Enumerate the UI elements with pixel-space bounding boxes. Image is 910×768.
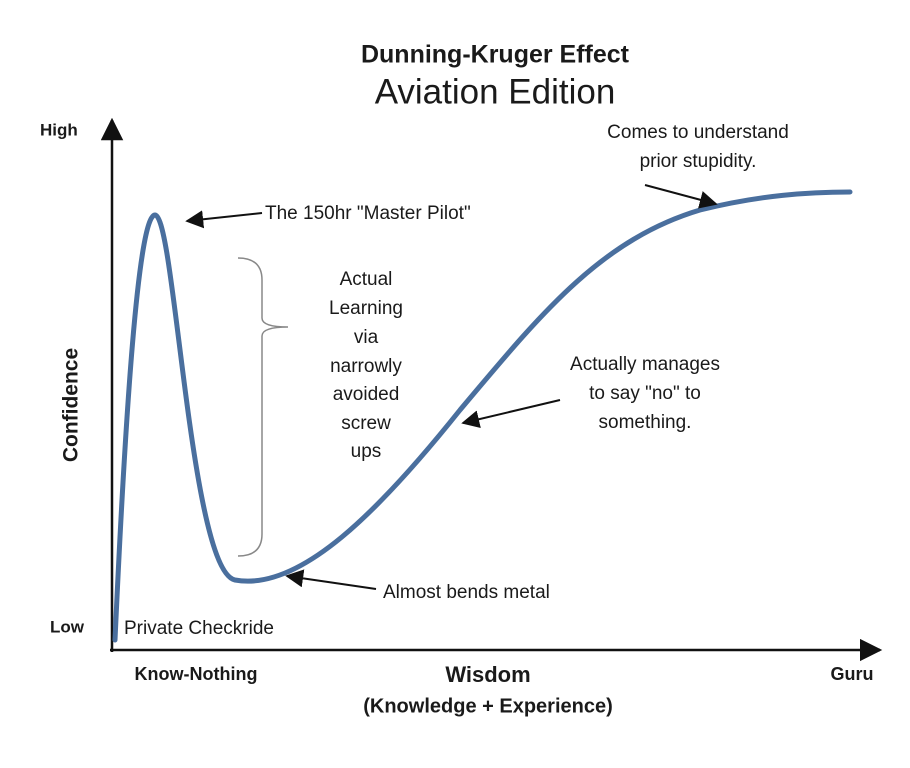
- annotation-line: prior stupidity.: [640, 151, 757, 172]
- title: Dunning-Kruger Effect: [361, 41, 630, 69]
- subtitle: Aviation Edition: [375, 72, 616, 111]
- arrow: [285, 569, 377, 590]
- curve: [112, 189, 853, 643]
- y-label: Confidence: [60, 348, 83, 462]
- annotation-line: to say "no" to: [589, 383, 701, 404]
- arrow: [644, 184, 718, 209]
- y-low: Low: [50, 617, 85, 636]
- annotation-line: avoided: [333, 384, 400, 405]
- arrow: [461, 399, 561, 429]
- x-label: Wisdom: [445, 662, 530, 687]
- annotation-line: ups: [351, 441, 382, 462]
- annotation-line: narrowly: [330, 356, 402, 377]
- annotation: Almost bends metal: [383, 582, 550, 603]
- annotation-line: screw: [341, 413, 391, 434]
- annotation: The 150hr "Master Pilot": [265, 203, 471, 224]
- annotation-line: Actually manages: [570, 354, 720, 375]
- annotation-line: Learning: [329, 298, 403, 319]
- brace: [237, 257, 289, 557]
- y-high: High: [40, 120, 78, 139]
- x-left: Know-Nothing: [135, 664, 258, 684]
- arrow: [185, 210, 263, 229]
- x-sublabel: (Knowledge + Experience): [363, 695, 613, 717]
- annotation-line: via: [354, 327, 379, 348]
- annotation-line: Comes to understand: [607, 122, 789, 143]
- annotation-line: something.: [599, 412, 692, 433]
- annotation-line: Actual: [340, 269, 393, 290]
- learning-text: Actual Learning via narrowly avoided scr…: [329, 269, 403, 462]
- x-right: Guru: [831, 664, 874, 684]
- annotation: Private Checkride: [124, 618, 274, 639]
